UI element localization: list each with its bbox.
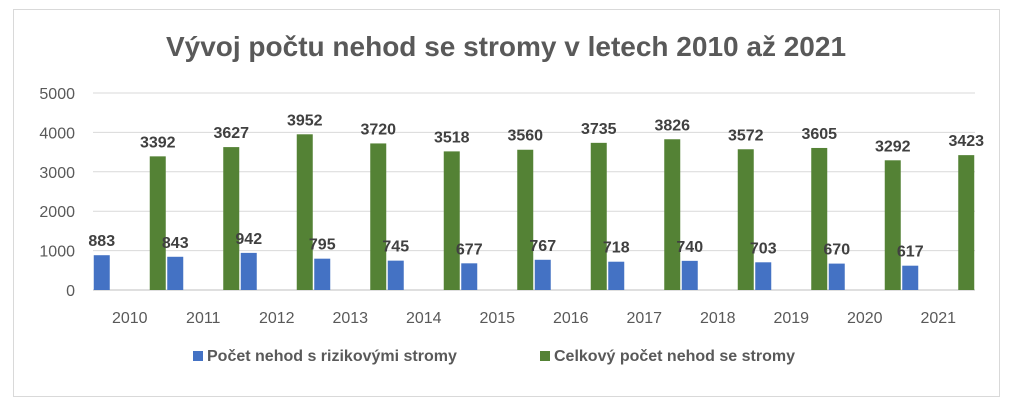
x-tick-label: 2015: [479, 310, 515, 327]
data-label: 617: [897, 244, 924, 261]
data-label: 767: [529, 238, 556, 255]
x-tick-label: 2011: [186, 310, 221, 327]
x-tick-label: 2013: [332, 310, 368, 327]
legend: Počet nehod s rizikovými stromy Celkový p…: [193, 348, 795, 365]
bar: [296, 134, 313, 290]
bar: [737, 149, 754, 290]
bar: [387, 260, 404, 290]
y-tick-label: 4000: [39, 125, 75, 142]
data-label: 3952: [287, 112, 323, 129]
x-tick-label: 2020: [847, 310, 883, 327]
chart-title: Vývoj počtu nehod se stromy v letech 201…: [166, 31, 846, 62]
bar: [664, 139, 681, 290]
x-tick-label: 2010: [112, 310, 148, 327]
data-label: 3423: [948, 133, 984, 150]
data-label: 3605: [801, 126, 837, 143]
x-tick-label: 2021: [920, 310, 956, 327]
bars: [93, 134, 975, 290]
data-label: 745: [382, 239, 409, 256]
data-label: 883: [88, 233, 115, 250]
bar: [681, 260, 698, 290]
data-labels: 883 3392 843 3627 942 3952 795 3720 745 3518 677 35…: [88, 112, 984, 260]
bar: [443, 151, 460, 290]
bar: [461, 263, 478, 290]
data-label: 3572: [728, 127, 764, 144]
bar: [958, 155, 975, 290]
bar: [517, 149, 534, 290]
data-label: 3560: [507, 128, 543, 145]
data-label: 3292: [875, 138, 911, 155]
data-label: 677: [456, 241, 483, 258]
data-label: 942: [235, 231, 262, 248]
x-tick-label: 2017: [626, 310, 662, 327]
x-tick-label: 2018: [700, 310, 736, 327]
x-tick-label: 2019: [773, 310, 809, 327]
y-tick-label: 3000: [39, 165, 75, 182]
data-label: 718: [603, 240, 630, 257]
legend-swatch: [193, 351, 203, 361]
data-label: 670: [823, 242, 850, 259]
bar: [240, 252, 257, 290]
x-axis: 2010 2011 2012 2013 2014 2015 2016 2017 2018 2019…: [112, 310, 956, 327]
bar: [884, 160, 901, 290]
bar: [223, 147, 240, 290]
data-label: 3826: [654, 117, 690, 134]
bar: [590, 142, 607, 290]
bar: [534, 259, 551, 290]
bar: [608, 261, 625, 290]
y-tick-label: 1000: [39, 244, 75, 261]
x-tick-label: 2014: [406, 310, 442, 327]
bar: [755, 262, 772, 290]
legend-label: Počet nehod s rizikovými stromy: [207, 348, 457, 365]
bar: [314, 258, 331, 290]
bar: [93, 255, 110, 290]
bar: [370, 143, 387, 290]
bar: [811, 147, 828, 290]
data-label: 795: [309, 237, 336, 254]
bar: [828, 263, 845, 290]
y-tick-label: 0: [66, 283, 75, 300]
data-label: 740: [676, 239, 703, 256]
data-label: 3627: [213, 125, 249, 142]
data-label: 843: [162, 235, 189, 252]
legend-swatch: [540, 351, 550, 361]
x-tick-label: 2012: [259, 310, 295, 327]
y-axis: 0 1000 2000 3000 4000 5000: [39, 86, 75, 300]
data-label: 3392: [140, 134, 176, 151]
bar: [902, 265, 919, 290]
data-label: 3720: [360, 121, 396, 138]
y-tick-label: 5000: [39, 86, 75, 103]
bar: [167, 256, 184, 290]
x-tick-label: 2016: [553, 310, 589, 327]
bar: [149, 156, 166, 290]
chart-frame: [13, 9, 1000, 397]
data-label: 3518: [434, 129, 470, 146]
y-tick-label: 2000: [39, 204, 75, 221]
data-label: 703: [750, 240, 777, 257]
gridlines: [93, 92, 975, 291]
legend-label: Celkový počet nehod se stromy: [554, 348, 795, 365]
data-label: 3735: [581, 121, 617, 138]
